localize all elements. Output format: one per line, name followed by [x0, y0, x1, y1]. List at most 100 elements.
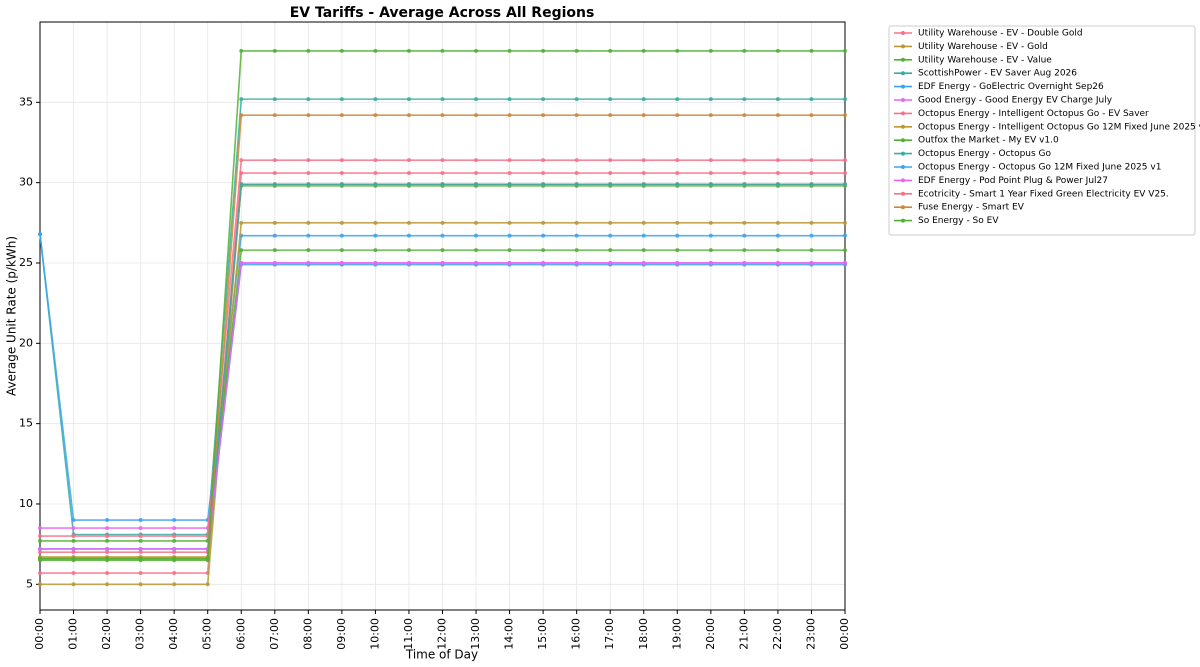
data-point: [105, 526, 110, 531]
data-point: [641, 182, 646, 187]
data-point: [239, 182, 244, 187]
data-point: [507, 97, 512, 102]
data-point: [708, 48, 713, 53]
data-point: [742, 182, 747, 187]
x-tick-label: 00:00: [33, 618, 46, 650]
data-point: [541, 260, 546, 265]
data-point: [71, 582, 76, 587]
x-tick-label: 10:00: [368, 618, 381, 650]
data-point: [172, 518, 177, 523]
data-point: [105, 518, 110, 523]
legend-label: Ecotricity - Smart 1 Year Fixed Green El…: [918, 189, 1169, 199]
x-tick-label: 06:00: [234, 618, 247, 650]
data-point: [809, 248, 814, 253]
data-point: [675, 48, 680, 53]
data-point: [239, 48, 244, 53]
data-point: [809, 48, 814, 53]
legend-marker: [901, 151, 905, 156]
data-point: [373, 113, 378, 118]
legend-label: Octopus Energy - Octopus Go 12M Fixed Ju…: [918, 163, 1161, 173]
data-point: [440, 97, 445, 102]
data-point: [608, 220, 613, 225]
data-point: [708, 233, 713, 238]
data-point: [675, 97, 680, 102]
data-point: [406, 158, 411, 163]
data-point: [641, 248, 646, 253]
data-point: [306, 182, 311, 187]
data-point: [574, 260, 579, 265]
data-point: [272, 260, 277, 265]
data-point: [675, 158, 680, 163]
data-point: [272, 182, 277, 187]
data-point: [775, 158, 780, 163]
data-point: [574, 97, 579, 102]
data-point: [339, 171, 344, 176]
data-point: [138, 518, 143, 523]
data-point: [172, 538, 177, 543]
data-point: [641, 97, 646, 102]
y-tick-label: 10: [19, 497, 33, 510]
data-point: [742, 260, 747, 265]
data-point: [742, 97, 747, 102]
data-point: [541, 48, 546, 53]
x-tick-label: 00:00: [838, 618, 851, 650]
data-point: [574, 220, 579, 225]
data-point: [138, 546, 143, 551]
data-point: [507, 48, 512, 53]
data-point: [138, 550, 143, 555]
data-point: [843, 171, 847, 176]
data-point: [675, 182, 680, 187]
data-point: [775, 260, 780, 265]
data-point: [641, 260, 646, 265]
data-point: [239, 260, 244, 265]
data-point: [440, 158, 445, 163]
data-point: [843, 97, 847, 102]
data-point: [373, 220, 378, 225]
data-point: [775, 97, 780, 102]
data-point: [843, 158, 847, 163]
data-point: [306, 48, 311, 53]
x-tick-label: 03:00: [134, 618, 147, 650]
data-point: [641, 113, 646, 118]
legend-label: Good Energy - Good Energy EV Charge July: [918, 96, 1113, 106]
legend-marker: [901, 178, 905, 183]
data-point: [440, 233, 445, 238]
legend-marker: [901, 138, 905, 143]
data-point: [474, 48, 479, 53]
data-point: [809, 158, 814, 163]
data-point: [708, 113, 713, 118]
data-point: [239, 248, 244, 253]
data-point: [138, 571, 143, 576]
data-point: [708, 97, 713, 102]
data-point: [339, 97, 344, 102]
x-tick-label: 22:00: [771, 618, 784, 650]
data-point: [708, 248, 713, 253]
data-point: [306, 220, 311, 225]
y-tick-label: 5: [26, 577, 33, 590]
data-point: [138, 534, 143, 539]
data-point: [38, 571, 42, 576]
data-point: [272, 248, 277, 253]
legend-marker: [901, 31, 905, 35]
x-tick-label: 19:00: [670, 618, 683, 650]
data-point: [172, 546, 177, 551]
data-point: [742, 248, 747, 253]
data-point: [708, 171, 713, 176]
data-point: [641, 171, 646, 176]
data-point: [71, 526, 76, 531]
data-point: [843, 113, 847, 118]
data-point: [105, 550, 110, 555]
plot-frame: [39, 21, 846, 611]
data-point: [306, 233, 311, 238]
data-point: [239, 113, 244, 118]
chart-title: EV Tariffs - Average Across All Regions: [290, 5, 595, 21]
data-point: [406, 233, 411, 238]
data-point: [105, 556, 110, 561]
data-point: [507, 171, 512, 176]
data-point: [541, 220, 546, 225]
data-point: [809, 113, 814, 118]
data-point: [474, 248, 479, 253]
data-point: [574, 171, 579, 176]
data-point: [809, 97, 814, 102]
legend-marker: [901, 124, 905, 129]
